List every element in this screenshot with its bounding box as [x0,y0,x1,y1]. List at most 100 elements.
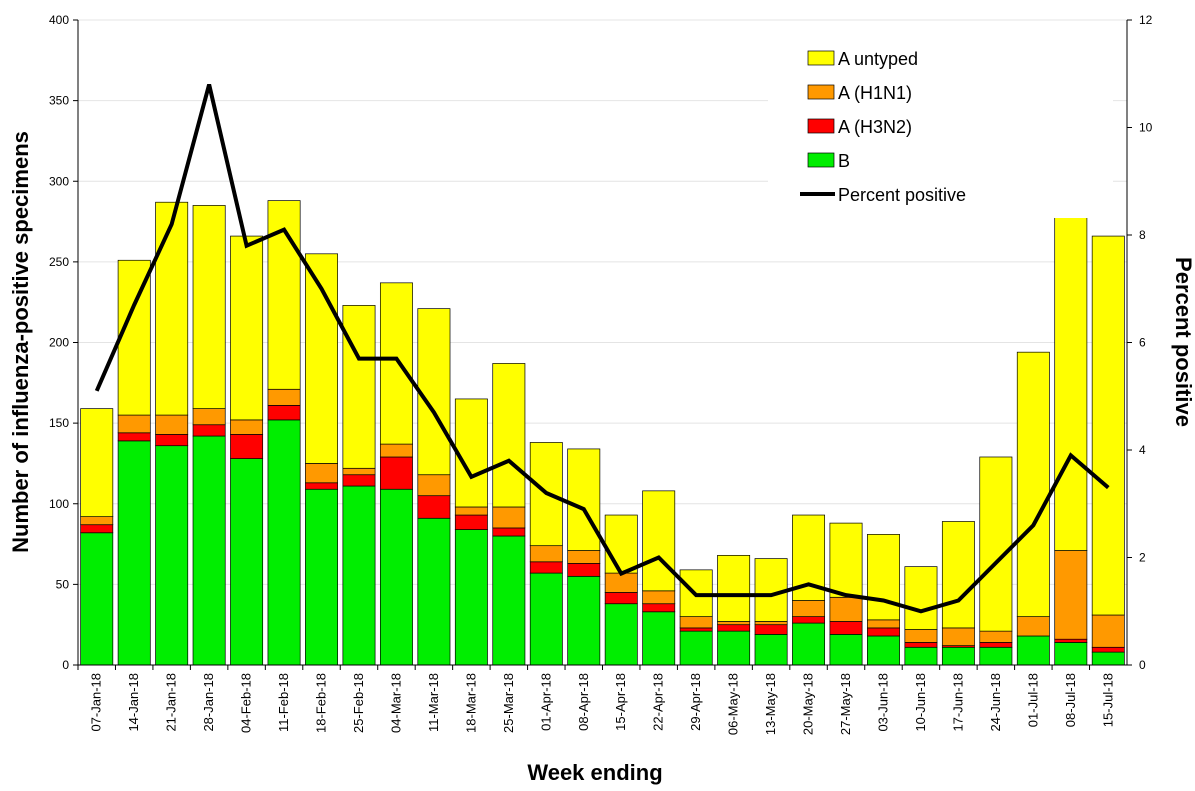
x-tick-label: 25-Mar-18 [501,673,516,733]
bar-segment [642,611,676,666]
legend-swatch [807,84,835,100]
x-tick-label: 10-Jun-18 [913,673,928,732]
bar-segment [80,408,114,517]
bar-segment [454,506,488,516]
bar-segment [904,646,938,666]
x-tick-label: 01-Jul-18 [1025,673,1040,727]
bar-segment [941,627,975,646]
x-tick-label: 07-Jan-18 [89,673,104,732]
x-tick-label: 04-Feb-18 [239,673,254,733]
bar-segment [792,616,826,624]
bar-segment [754,621,788,626]
bar-segment [192,205,226,409]
bar-segment [155,434,189,447]
legend-label: A (H3N2) [838,117,912,137]
bar-segment [417,517,451,666]
bar-segment [867,635,900,666]
bar-segment [717,554,751,622]
bar-segment [155,414,189,435]
bar-segment [529,572,563,666]
y-tick-label: 100 [49,497,69,511]
bar-segment [904,566,938,630]
bar-segment [80,524,114,534]
bar-segment [492,527,526,537]
x-tick-label: 25-Feb-18 [351,673,366,733]
y-tick-label: 350 [49,94,69,108]
bar-segment [1091,235,1125,616]
bar-segment [717,621,751,626]
bar-segment [454,398,488,508]
x-tick-label: 03-Jun-18 [875,673,890,732]
bar-segment [717,624,751,632]
bar-segment [1016,351,1050,617]
bar-segment [829,621,863,635]
bar-segment [567,575,601,666]
bar-segment [979,456,1013,632]
legend-label: Percent positive [838,185,966,205]
y-axis-label: Number of influenza-positive specimens [8,131,33,553]
legend-label: A untyped [838,49,918,69]
bar-segment [267,419,301,666]
bar-segment [679,627,713,632]
bar-segment [867,534,900,621]
bar-segment [679,630,713,666]
bar-segment [604,603,638,666]
bar-segment [792,600,826,617]
bar-segment [642,490,676,592]
y2-tick-label: 4 [1139,443,1146,457]
bar-segment [1054,550,1088,640]
bar-segment [305,482,338,490]
bar-segment [642,590,676,605]
x-tick-label: 14-Jan-18 [126,673,141,732]
bar-segment [1091,614,1125,648]
x-tick-label: 15-Apr-18 [613,673,628,731]
bar-segment [679,616,713,629]
bar-segment [604,514,638,574]
bar-segment [192,408,226,426]
bar-segment [155,201,189,416]
bar-segment [342,474,376,487]
bar-segment [492,535,526,666]
x-tick-label: 17-Jun-18 [950,673,965,732]
bar-segment [417,495,451,519]
bar-segment [979,630,1013,643]
bar-segment [117,432,151,442]
legend-label: A (H1N1) [838,83,912,103]
bar-segment [267,388,301,406]
bar-segment [492,363,526,508]
bar-segment [379,488,413,666]
bar-segment [717,630,751,666]
x-tick-label: 06-May-18 [726,673,741,735]
x-tick-label: 11-Mar-18 [426,673,441,732]
bar-segment [230,434,264,459]
bar-segment [567,550,601,564]
bar-segment [754,624,788,635]
bar-segment [941,646,975,666]
bar-segment [829,522,863,598]
x-tick-label: 27-May-18 [838,673,853,735]
bar-segment [379,443,413,458]
bar-segment [230,235,264,421]
bar-segment [529,545,563,563]
y2-tick-label: 0 [1139,658,1146,672]
x-tick-label: 15-Jul-18 [1100,673,1115,727]
bar-segment [829,634,863,666]
y2-axis-label: Percent positive [1171,257,1195,427]
legend-label: B [838,151,850,171]
bar-segment [230,458,264,666]
bar-segment [230,419,264,435]
x-tick-label: 20-May-18 [801,673,816,735]
bar-segment [867,619,900,629]
bar-segment [567,448,601,551]
legend-swatch [807,50,835,66]
x-tick-label: 28-Jan-18 [201,673,216,732]
legend-swatch [807,152,835,168]
bar-segment [754,634,788,666]
bar-segment [979,642,1013,648]
bar-segment [1091,646,1125,653]
bar-segment [342,485,376,666]
bar-segment [342,305,376,469]
y-tick-label: 150 [49,416,69,430]
bar-segment [1016,635,1050,666]
